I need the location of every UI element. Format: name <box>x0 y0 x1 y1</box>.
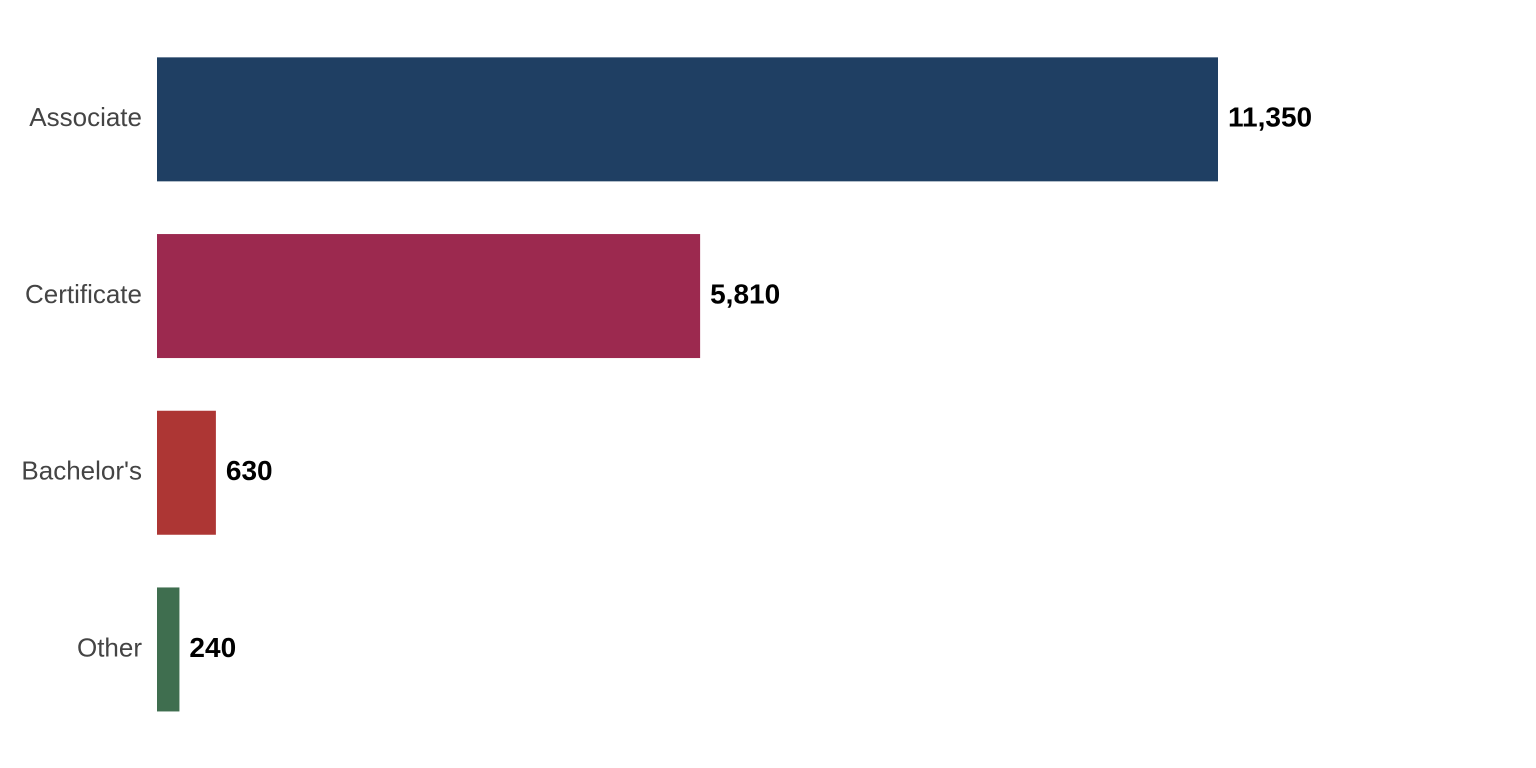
category-label: Bachelor's <box>21 456 142 486</box>
value-label: 5,810 <box>710 278 780 309</box>
value-label: 240 <box>189 632 236 663</box>
category-label: Other <box>77 632 142 662</box>
category-label: Associate <box>29 102 142 132</box>
value-label: 630 <box>226 455 273 486</box>
bar <box>157 57 1218 182</box>
bar <box>157 410 216 535</box>
value-label: 11,350 <box>1228 102 1312 133</box>
bar <box>157 234 701 359</box>
bar <box>157 587 180 712</box>
category-label: Certificate <box>25 279 142 309</box>
